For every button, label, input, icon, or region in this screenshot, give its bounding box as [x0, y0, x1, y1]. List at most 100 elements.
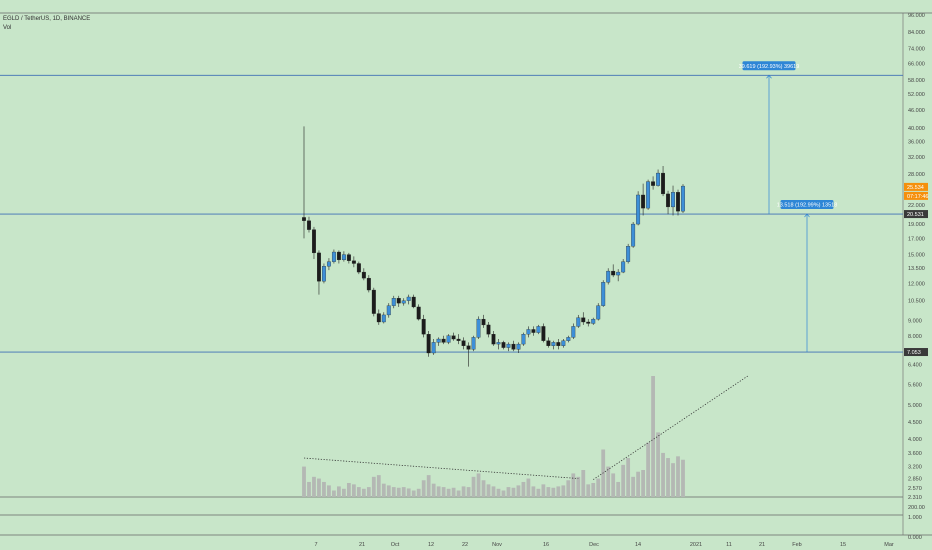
- volume-bar: [406, 488, 411, 497]
- candle-body: [476, 318, 481, 338]
- volume-tick-label: 1.000: [908, 515, 922, 521]
- candle: [581, 312, 586, 325]
- volume-bar: [356, 487, 361, 497]
- volume-bar: [501, 490, 506, 497]
- candle-body: [496, 342, 501, 345]
- candle-body: [526, 329, 531, 335]
- time-tick-label: Oct: [391, 542, 400, 548]
- volume-indicator-label: Vol: [3, 25, 12, 31]
- price-tick-label: 10.500: [908, 299, 925, 305]
- volume-bar: [506, 487, 511, 497]
- candle-body: [626, 246, 631, 262]
- candle: [441, 335, 446, 345]
- candle-body: [411, 296, 416, 308]
- candle-body: [571, 326, 576, 338]
- candle: [631, 222, 636, 248]
- price-tick-label: 2.570: [908, 486, 922, 492]
- candle-body: [356, 263, 361, 273]
- volume-bar: [676, 456, 680, 497]
- volume-bar: [411, 490, 416, 497]
- price-axis[interactable]: 96.000 84.000 74.000 66.000 58.000 52.000 46.0…: [908, 13, 925, 501]
- time-axis[interactable]: 7 21 Oct 12 22 Nov 16 Dec 14 2021 11 21 Feb 15 Mar: [314, 542, 893, 548]
- candle-body: [486, 324, 491, 335]
- volume-bar: [651, 376, 655, 497]
- volume-bar: [371, 476, 376, 497]
- pane-separators: [0, 12, 932, 536]
- candle: [351, 256, 356, 268]
- price-tick-label: 3.600: [908, 451, 922, 457]
- measure-arrow: [804, 213, 810, 218]
- volume-bar: [596, 478, 601, 497]
- candle-body: [546, 340, 551, 346]
- measurements[interactable]: 39.619 (192.93%) 39619 13.518 (192.99%) 1…: [739, 61, 838, 353]
- candle: [656, 169, 661, 187]
- candle: [536, 324, 541, 335]
- candle: [461, 337, 466, 350]
- volume-bar: [571, 473, 576, 497]
- volume-bar: [511, 487, 516, 497]
- candle-body: [351, 260, 356, 264]
- candle-body: [491, 334, 496, 345]
- candle-body: [581, 317, 586, 323]
- volume-bar: [307, 481, 311, 497]
- candle: [361, 268, 366, 281]
- candle: [511, 340, 516, 352]
- volume-axis: 200.00 1.000 0.000: [908, 505, 925, 541]
- candle-body: [456, 338, 461, 341]
- volume-bar: [332, 490, 336, 497]
- volume-bar: [317, 478, 321, 497]
- volume-bar: [386, 485, 391, 497]
- trendlines[interactable]: [303, 375, 749, 480]
- candle: [481, 314, 486, 328]
- candle: [671, 185, 675, 216]
- candle: [551, 340, 556, 350]
- candle: [302, 126, 306, 239]
- time-tick-label: 16: [543, 542, 549, 548]
- candle-body: [366, 277, 371, 291]
- price-tags: 25.534 07:17:46 20.531 7.053: [904, 182, 928, 357]
- price-tick-label: 5.600: [908, 383, 922, 389]
- candle-body: [451, 335, 456, 340]
- volume-bar: [531, 486, 536, 497]
- candle: [317, 250, 321, 295]
- candle-body: [322, 266, 326, 282]
- candle: [501, 340, 506, 350]
- volume-bar: [461, 486, 466, 497]
- candle-body: [421, 318, 426, 335]
- candle: [661, 165, 665, 197]
- time-tick-label: 22: [462, 542, 468, 548]
- candle: [601, 280, 606, 307]
- candle-body: [461, 340, 466, 346]
- volume-bar: [346, 482, 351, 497]
- volume-bar: [541, 484, 546, 497]
- candle-body: [416, 306, 421, 320]
- candle: [666, 190, 670, 215]
- candle-body: [326, 261, 331, 267]
- price-tick-label: 13.500: [908, 266, 925, 272]
- candle-body: [381, 314, 386, 323]
- candle: [471, 335, 476, 352]
- candle: [541, 323, 546, 343]
- horizontal-levels[interactable]: [0, 74, 903, 353]
- candle: [312, 226, 316, 259]
- candle: [521, 332, 526, 346]
- price-tick-label: 58.000: [908, 78, 925, 84]
- candle-body: [501, 342, 506, 348]
- candle: [616, 269, 621, 282]
- volume-bar: [636, 471, 641, 497]
- candle: [491, 331, 496, 346]
- time-tick-label: 11: [726, 542, 732, 548]
- candle: [331, 249, 336, 264]
- volume-bar: [521, 481, 526, 497]
- volume-bar: [322, 481, 326, 497]
- current-price-tag: 25.534: [907, 185, 924, 191]
- volume-bar: [566, 480, 571, 497]
- candle: [426, 331, 431, 357]
- candle: [486, 321, 491, 338]
- candle: [421, 314, 426, 338]
- volume-bar: [646, 442, 650, 497]
- candle: [676, 189, 680, 216]
- candle-body: [536, 326, 541, 333]
- candle-body: [556, 342, 561, 346]
